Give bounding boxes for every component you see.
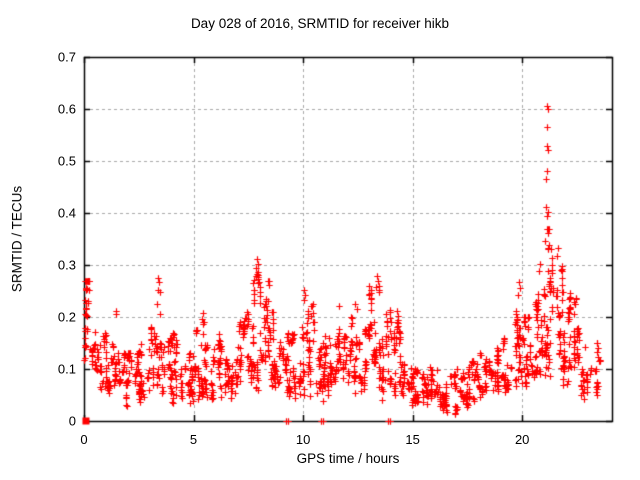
y-tick-label: 0.6 bbox=[57, 101, 76, 117]
y-tick-label: 0.4 bbox=[57, 205, 76, 221]
x-tick-label: 5 bbox=[189, 432, 198, 447]
x-axis-label: GPS time / hours bbox=[296, 451, 400, 466]
y-tick-label: 0 bbox=[68, 413, 76, 429]
y-tick-label: 0.1 bbox=[57, 361, 76, 377]
x-tick-label: 0 bbox=[80, 432, 88, 447]
y-tick-label: 0.7 bbox=[57, 49, 76, 65]
y-tick-label: 0.3 bbox=[57, 257, 76, 273]
y-tick-label: 0.2 bbox=[57, 309, 76, 325]
x-tick-label: 10 bbox=[295, 432, 311, 447]
chart-title: Day 028 of 2016, SRMTID for receiver hik… bbox=[190, 16, 450, 31]
y-axis-label: SRMTID / TECUs bbox=[9, 185, 25, 293]
x-tick-label: 15 bbox=[405, 432, 420, 447]
x-tick-label: 20 bbox=[514, 432, 530, 447]
y-tick-label: 0.5 bbox=[57, 153, 76, 169]
